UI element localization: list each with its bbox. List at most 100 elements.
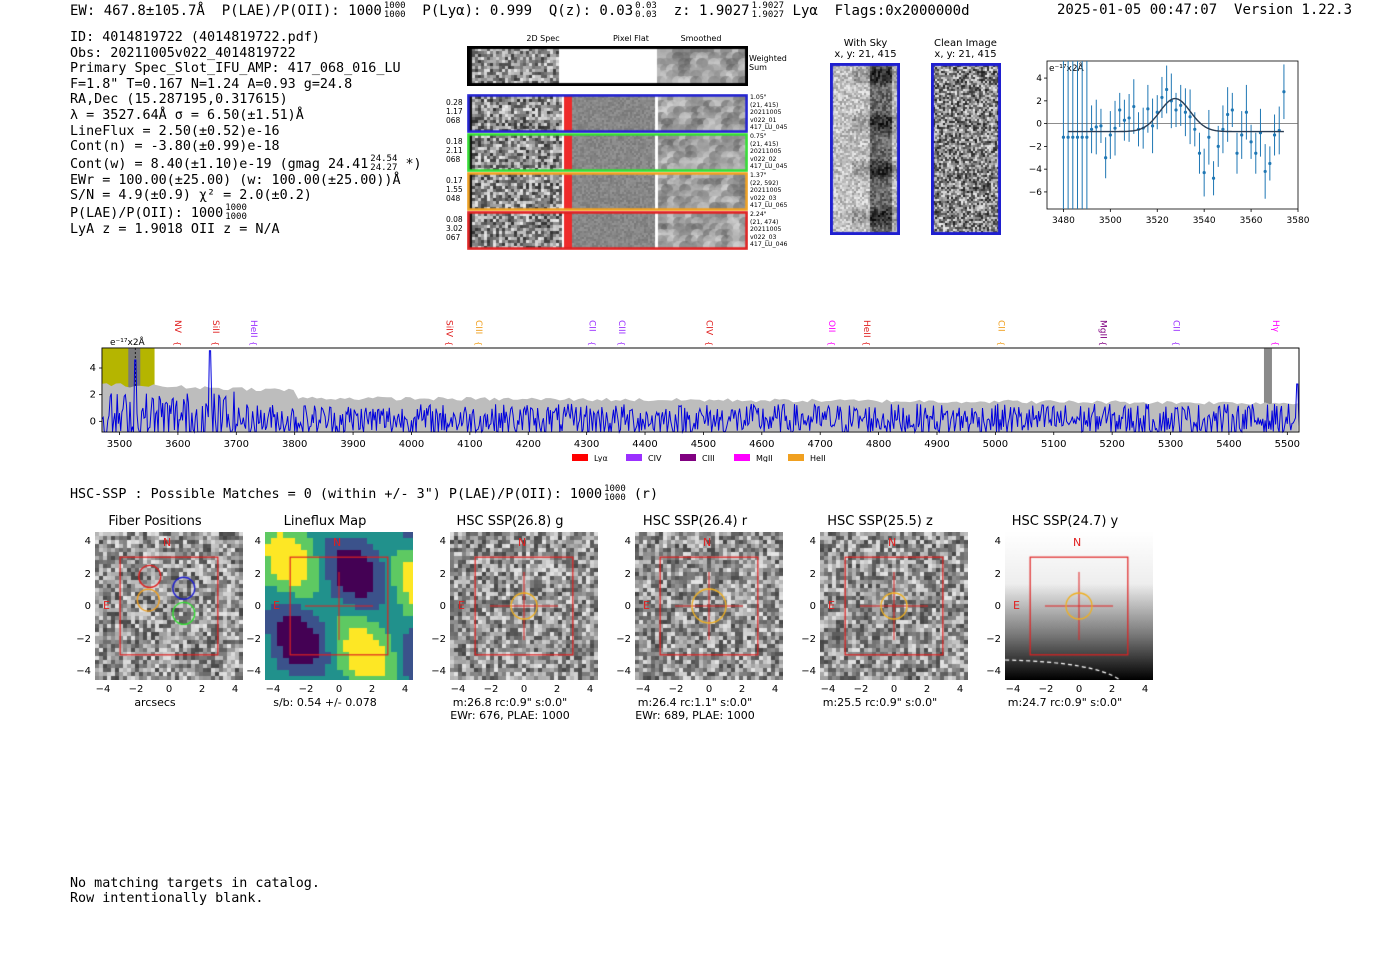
info-ewr: EWr = 100.00(±25.00) (w: 100.00(±25.00))… xyxy=(70,172,401,188)
zoom-data-point xyxy=(1071,135,1075,139)
zoom-data-point xyxy=(1165,87,1169,92)
spectrum-flux-line xyxy=(101,350,1300,434)
zoom-data-point xyxy=(1263,169,1267,174)
image-panel-y-tick: 0 xyxy=(84,601,91,612)
header-qz-hi: 0.03 xyxy=(635,1,657,11)
cutout-row-value: 3.02 xyxy=(446,224,463,233)
footer-line-2: Row intentionally blank. xyxy=(70,891,264,906)
footer-line-1: No matching targets in catalog. xyxy=(70,876,320,891)
zoom-data-point xyxy=(1197,151,1202,155)
image-panel-y-tick: 0 xyxy=(624,601,631,612)
image-panel-y-tick: 0 xyxy=(994,601,1001,612)
header-plae: P(LAE)/P(OII): 1000 xyxy=(221,3,382,19)
cutout-row-value: 2.11 xyxy=(446,146,463,155)
spectrum-x-tick-label: 3500 xyxy=(107,439,132,450)
image-panel-title: Lineflux Map xyxy=(283,514,367,529)
cutout-row-value: 0.17 xyxy=(446,176,463,185)
zoom-data-point xyxy=(1221,127,1225,131)
cutout-row-detail: 417_LU_065 xyxy=(750,202,788,210)
header-z-lo: 1.9027 xyxy=(751,10,785,20)
zoom-data-point xyxy=(1118,108,1122,112)
header-plae-hi: 1000 xyxy=(383,1,406,11)
cutout-row-image xyxy=(467,133,748,172)
image-panel-x-tick: 0 xyxy=(165,684,173,695)
spectrum-line-marker-brace: { xyxy=(617,341,626,346)
image-panel-y-tick: 2 xyxy=(254,568,261,580)
image-panel-y-tick: 4 xyxy=(84,536,91,547)
cutout-row-value: 068 xyxy=(446,116,461,125)
north-indicator: N xyxy=(1073,536,1082,549)
col-smoothed: Smoothed xyxy=(680,34,722,43)
info-plae: P(LAE)/P(OII): 1000 1000 1000 xyxy=(70,202,422,222)
image-panel-x-tick: 2 xyxy=(553,684,561,695)
zoom-data-point xyxy=(1150,124,1155,128)
spectrum-legend-label: Lyα xyxy=(594,454,608,462)
zoom-y-tick-label: −6 xyxy=(1029,188,1043,198)
header-qz-lo: 0.03 xyxy=(635,10,657,20)
zoom-data-point xyxy=(1089,127,1094,131)
cutout-row-details: 2.24" (21, 474) 20211005 v022_03 417_LU_046 xyxy=(750,211,787,249)
spectrum-y-tick-label: 4 xyxy=(90,363,96,374)
spectrum-x-tick-label: 4600 xyxy=(749,439,774,450)
info-plae-hi: 1000 xyxy=(225,202,247,213)
zoom-y-tick-label: −2 xyxy=(1029,142,1042,152)
spectrum-line-marker-label: NV xyxy=(172,320,182,334)
spectrum-y-tick-label: 0 xyxy=(90,416,96,427)
header-summary: EW: 467.8±105.7Å P(LAE)/P(OII): 1000 1000… xyxy=(70,2,970,20)
info-plae-text: P(LAE)/P(OII): 1000 xyxy=(70,205,224,221)
zoom-data-point xyxy=(1174,108,1178,112)
zoom-y-tick-label: 4 xyxy=(1036,74,1042,84)
cutout-row-values: 0.18 2.11 068 xyxy=(446,137,463,164)
image-panel-y-tick: −4 xyxy=(616,666,631,677)
image-panel-image xyxy=(265,532,413,680)
image-panel-y-tick: 2 xyxy=(809,568,816,580)
hsc-summary-end: (r) xyxy=(633,487,659,502)
spectrum-line-marker-brace: { xyxy=(1099,341,1108,346)
cutout-row-image xyxy=(467,94,748,133)
image-panel-x-tick: 4 xyxy=(231,684,239,695)
image-panel-x-tick: −4 xyxy=(1005,684,1021,695)
image-panel-y-tick: 4 xyxy=(254,536,261,547)
cutout-row-detail: (21, 474) xyxy=(750,218,779,226)
cutout-row-value: 068 xyxy=(446,155,461,164)
image-panel-y-tick: −2 xyxy=(246,633,261,645)
zoom-data-point xyxy=(1226,112,1230,117)
cutout-row-detail: 417_LU_045 xyxy=(750,124,788,132)
image-panel-image xyxy=(450,532,598,680)
spectrum-line-marker-brace: { xyxy=(996,341,1005,346)
weighted-label: Weighted xyxy=(749,54,787,63)
cutout-row-detail: 20211005 xyxy=(750,148,782,156)
zoom-x-tick-label: 3480 xyxy=(1052,216,1075,226)
cutout-row-image xyxy=(467,211,748,250)
zoom-data-point xyxy=(1240,133,1244,137)
image-panel-x-tick: −4 xyxy=(635,684,651,695)
spectrum-x-tick-label: 3800 xyxy=(282,439,307,450)
spectrum-x-tick-label: 4300 xyxy=(574,439,599,450)
spectrum-line-marker-label: CII xyxy=(587,320,597,332)
clean-image-title: Clean Image x, y: 21, 415 xyxy=(928,38,1003,60)
zoom-x-tick-label: 3520 xyxy=(1146,216,1169,226)
clean-image xyxy=(931,63,1001,235)
cutout-row-image xyxy=(467,172,748,211)
image-panel-x-tick: 0 xyxy=(890,684,898,695)
spectrum-line-marker-brace: { xyxy=(474,341,483,346)
with-sky-title: With Sky x, y: 21, 415 xyxy=(828,38,903,60)
cutout-row-value: 048 xyxy=(446,194,461,203)
cutout-row-detail: v022_01 xyxy=(750,116,777,124)
north-indicator: N xyxy=(703,536,712,549)
image-panel-x-tick: 0 xyxy=(705,684,713,695)
image-panel-x-tick: 4 xyxy=(956,684,964,695)
cutout-row-value: 0.28 xyxy=(446,98,463,107)
image-panel-x-tick: 2 xyxy=(738,684,746,695)
image-panel-x-tick: −2 xyxy=(1038,684,1054,695)
header-datetime: 2025-01-05 00:47:07 xyxy=(1057,2,1218,18)
cutout-row-detail: 0.75" xyxy=(750,133,767,140)
zoom-data-point xyxy=(1094,125,1098,129)
north-indicator: N xyxy=(333,536,342,549)
spectrum-line-marker-brace: { xyxy=(827,341,836,346)
image-panel-title: HSC SSP(26.8) g xyxy=(456,514,564,529)
info-radec: RA,Dec (15.287195,0.317615) xyxy=(70,92,288,108)
header-timestamp: 2025-01-05 00:47:07 Version 1.22.3 xyxy=(1057,2,1352,18)
spectrum-x-tick-label: 4800 xyxy=(866,439,891,450)
image-panel-x-tick: −2 xyxy=(128,684,144,695)
